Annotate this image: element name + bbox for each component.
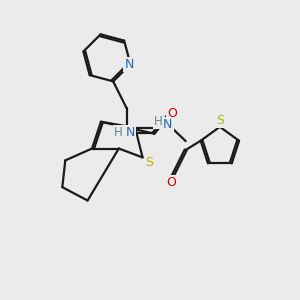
Text: N: N (124, 58, 134, 71)
Text: O: O (167, 107, 177, 120)
Text: H: H (154, 115, 162, 128)
Text: S: S (216, 114, 224, 128)
Text: S: S (145, 156, 153, 169)
Text: H: H (114, 126, 123, 139)
Text: N: N (163, 118, 172, 131)
Text: N: N (125, 126, 135, 139)
Text: O: O (166, 176, 176, 189)
